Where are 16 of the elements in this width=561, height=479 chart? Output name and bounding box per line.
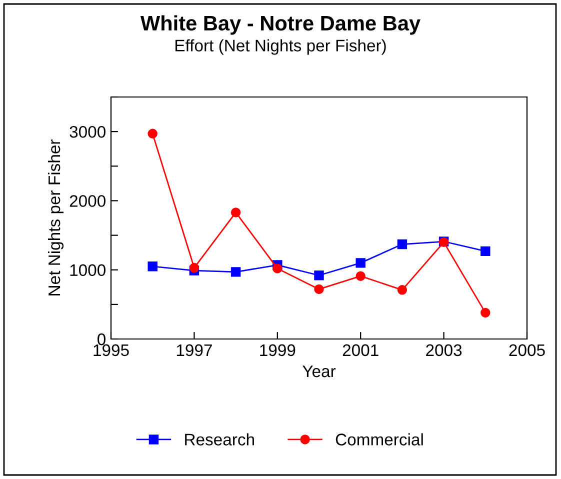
y-tick-label: 3000 <box>70 126 106 138</box>
x-tick-label: 2003 <box>426 344 462 356</box>
x-tick-label: 1995 <box>94 344 129 356</box>
x-axis-title: Year <box>302 366 336 378</box>
chart-subtitle: Effort (Net Nights per Fisher) <box>176 39 386 55</box>
x-tick-label: 2001 <box>342 344 378 356</box>
legend-label: Research <box>185 433 254 446</box>
legend-label: Commercial <box>336 433 423 446</box>
x-tick-label: 2005 <box>509 344 545 356</box>
chart-title: White Bay - Notre Dame Bay <box>140 15 420 35</box>
y-tick-label: 1000 <box>70 264 106 276</box>
y-tick-label: 2000 <box>70 195 106 207</box>
y-tick-label: 0 <box>98 333 106 346</box>
x-tick-label: 1997 <box>176 344 212 356</box>
x-tick-label: 1999 <box>260 344 296 356</box>
y-axis-title: Net Nights per Fisher <box>48 140 64 296</box>
